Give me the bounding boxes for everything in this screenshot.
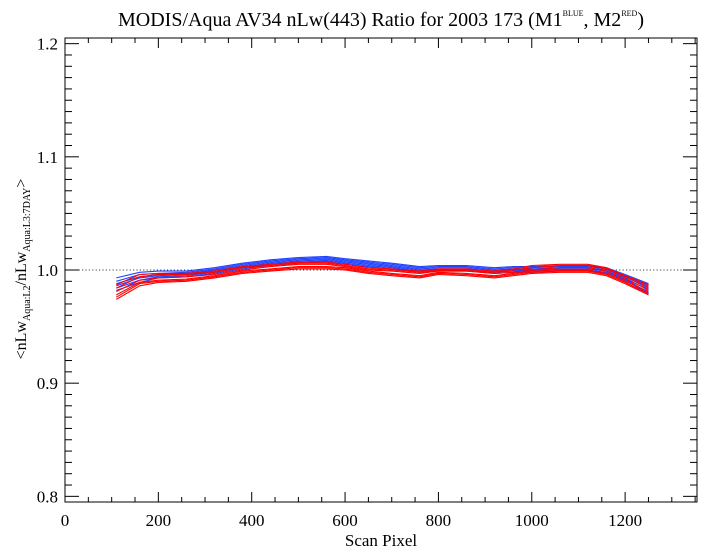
series-line-m2-7 <box>116 261 649 286</box>
y-tick-label: 1.0 <box>37 261 58 280</box>
chart-title-sup-red: RED <box>621 9 637 18</box>
series-line-m2-12 <box>116 268 649 300</box>
chart-title-end: ) <box>637 9 644 31</box>
x-tick-label: 0 <box>61 511 70 530</box>
x-tick-label: 400 <box>239 511 265 530</box>
series-line-m2-9 <box>116 263 649 292</box>
y-tick-label: 1.2 <box>37 35 58 54</box>
x-tick-label: 1000 <box>515 511 549 530</box>
x-axis-label: Scan Pixel <box>345 531 418 550</box>
x-tick-label: 200 <box>146 511 172 530</box>
plot-area: 0 200 400 600 800 1000 1200 0.8 0.9 1.0 1.1 1.2 <box>37 35 698 530</box>
y-axis-label-sub2: Aqua:L3:7DAY <box>22 188 33 252</box>
chart-title-sup-blue: BLUE <box>563 9 584 18</box>
y-axis-label: <nLwAqua:L2/nLwAqua:L3:7DAY> <box>13 179 33 360</box>
series-line-m2-8 <box>116 262 649 289</box>
y-axis-label-b: /nLw <box>13 251 30 285</box>
y-tick-label: 1.1 <box>37 148 58 167</box>
series-line-m1-2 <box>116 257 649 287</box>
y-axis-label-c: > <box>13 179 30 188</box>
series-line-m2-10 <box>116 266 649 296</box>
x-tick-label: 1200 <box>608 511 642 530</box>
series-line-m2-11 <box>116 267 649 298</box>
y-axis-label-sub1: Aqua:L2 <box>22 285 33 321</box>
chart-title-mid: , M2 <box>584 9 622 31</box>
x-tick-label: 800 <box>426 511 452 530</box>
x-tick-label: 600 <box>332 511 358 530</box>
y-tick-label: 0.8 <box>37 487 58 506</box>
y-tick-label: 0.9 <box>37 374 58 393</box>
y-axis-label-a: <nLw <box>13 321 30 360</box>
chart-title-main: MODIS/Aqua AV34 nLw(443) Ratio for 2003 … <box>118 9 563 31</box>
chart-title: MODIS/Aqua AV34 nLw(443) Ratio for 2003 … <box>118 9 644 31</box>
